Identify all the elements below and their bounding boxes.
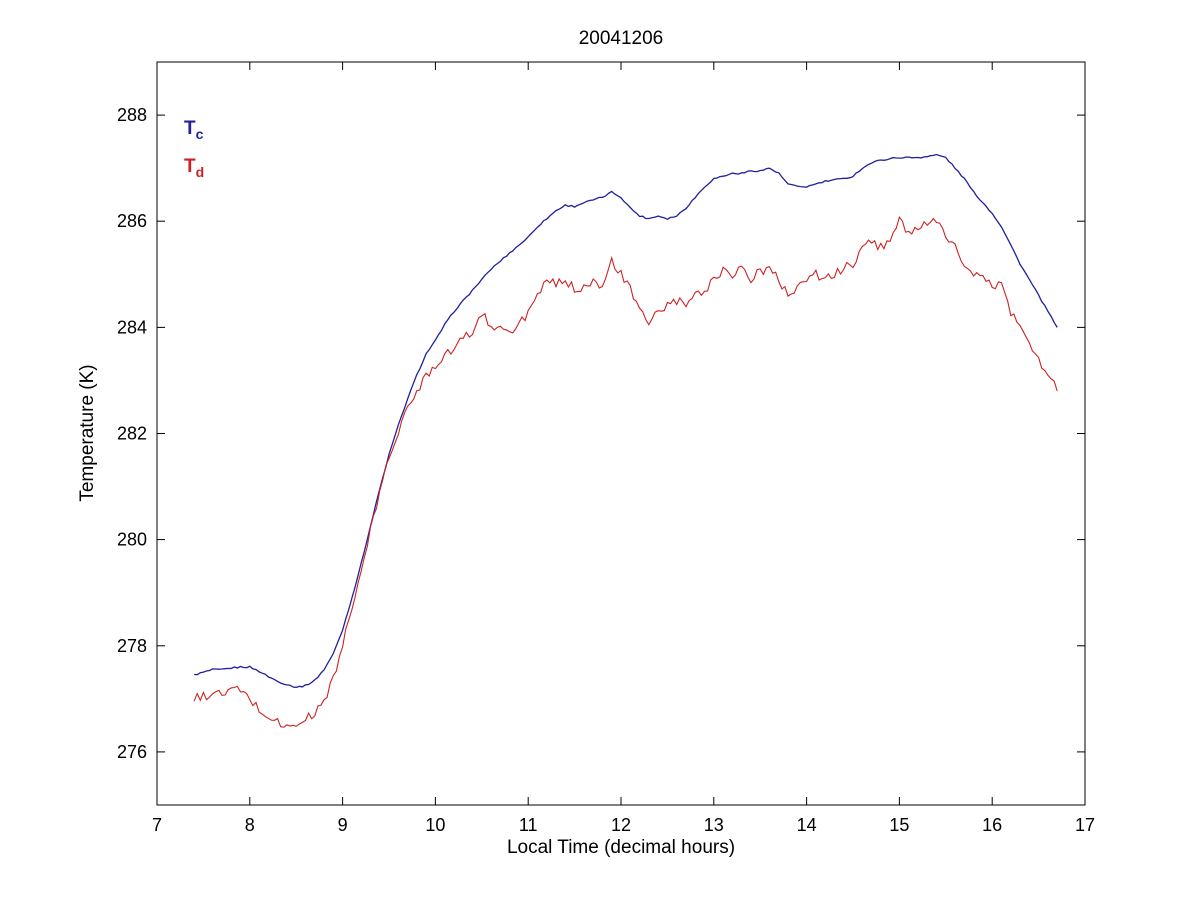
legend-tc-label: T: [184, 118, 196, 139]
x-tick-label: 15: [889, 815, 909, 835]
x-tick-label: 8: [245, 815, 255, 835]
legend-td-label: T: [184, 156, 196, 177]
y-tick-label: 276: [117, 742, 147, 762]
x-tick-label: 9: [338, 815, 348, 835]
x-tick-label: 12: [611, 815, 631, 835]
x-tick-label: 10: [425, 815, 445, 835]
y-tick-label: 286: [117, 211, 147, 231]
x-axis-label: Local Time (decimal hours): [506, 837, 736, 858]
legend-tc-sub: c: [195, 125, 204, 142]
y-tick-label: 280: [117, 530, 147, 550]
y-tick-label: 282: [117, 424, 147, 444]
x-tick-label: 11: [519, 815, 538, 835]
x-tick-label: 14: [797, 815, 817, 835]
x-tick-label: 16: [982, 815, 1002, 835]
series-line-Td: [193, 216, 1058, 728]
y-tick-label: 278: [117, 636, 147, 656]
x-tick-label: 7: [152, 815, 162, 835]
y-tick-label: 284: [117, 317, 147, 337]
axes-box: [156, 61, 1086, 806]
y-tick-label: 288: [117, 105, 147, 125]
legend-entry-tc: Tc: [184, 118, 203, 142]
x-tick-label: 17: [1075, 815, 1095, 835]
series-line-Tc: [194, 153, 1058, 689]
legend-td-sub: d: [195, 163, 205, 180]
legend-entry-td: Td: [184, 156, 204, 180]
x-tick-label: 13: [704, 815, 724, 835]
plot-title: 20041206: [578, 28, 664, 49]
